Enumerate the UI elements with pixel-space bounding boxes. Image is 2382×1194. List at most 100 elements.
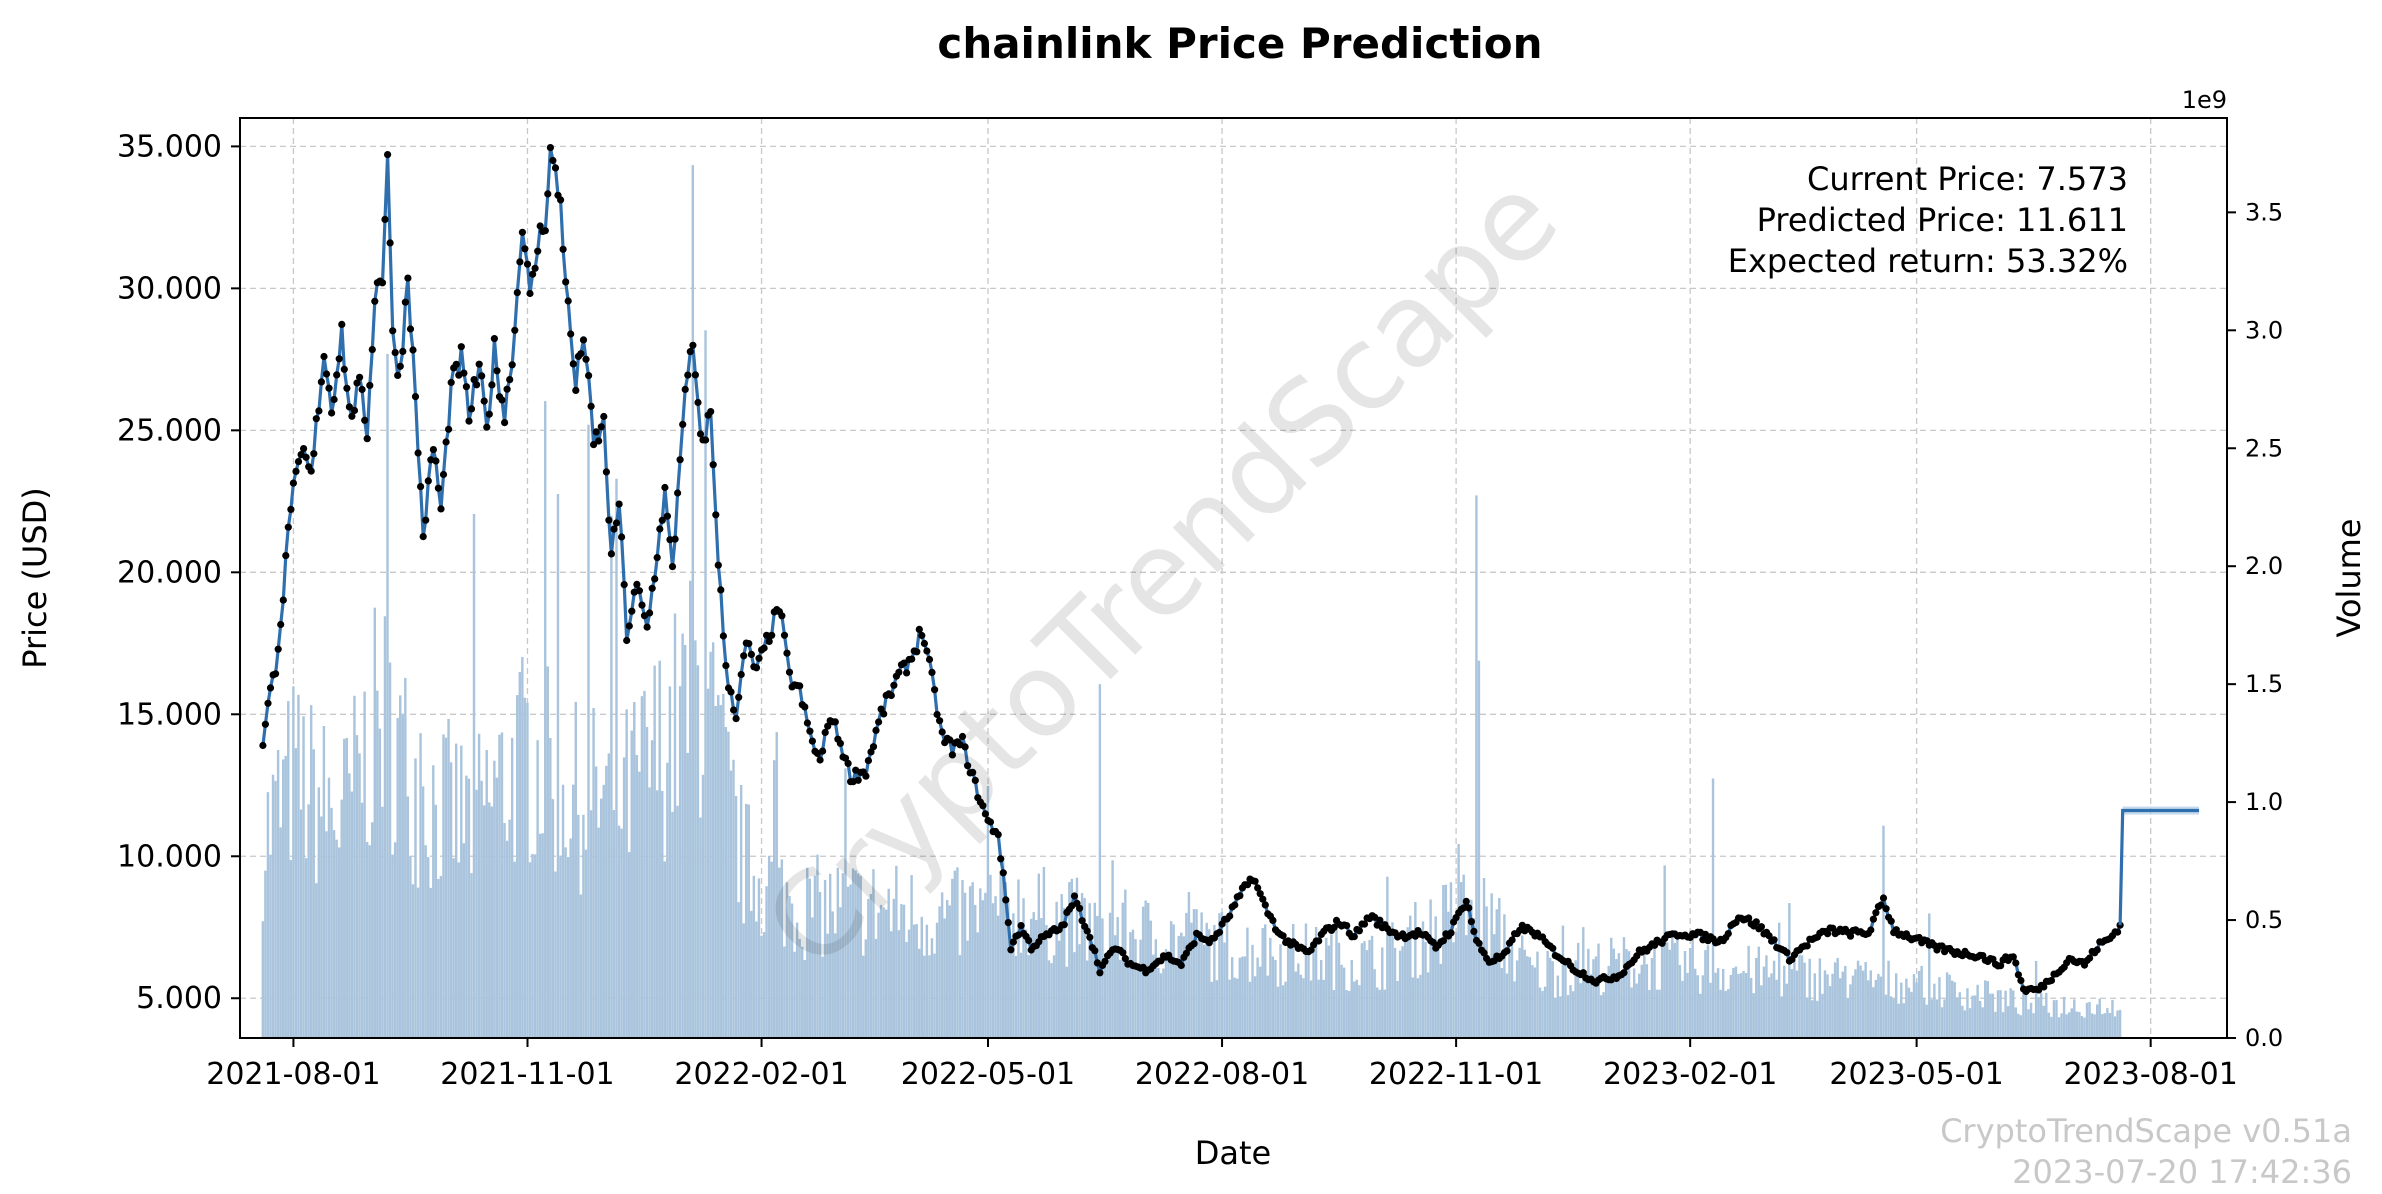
price-marker bbox=[875, 718, 883, 726]
chart-title: chainlink Price Prediction bbox=[937, 19, 1542, 68]
volume-bar bbox=[1383, 989, 1387, 1038]
price-marker bbox=[541, 227, 549, 235]
volume-bar bbox=[2019, 1015, 2023, 1038]
volume-bar bbox=[910, 875, 913, 1038]
volume-bar bbox=[1772, 960, 1776, 1038]
price-marker bbox=[460, 369, 468, 377]
volume-bar bbox=[1973, 995, 1977, 1038]
volume-bar bbox=[2085, 1002, 2089, 1038]
volume-bar bbox=[335, 839, 338, 1038]
volume-bar bbox=[956, 867, 959, 1038]
price-marker bbox=[628, 607, 636, 615]
volume-bar bbox=[2045, 992, 2048, 1038]
volume-bar bbox=[869, 893, 873, 1038]
volume-bar bbox=[274, 780, 277, 1038]
volume-bar bbox=[462, 843, 466, 1038]
price-marker bbox=[322, 370, 331, 378]
price-marker bbox=[948, 751, 957, 759]
price-marker bbox=[890, 681, 898, 689]
price-marker bbox=[895, 668, 903, 676]
volume-bar bbox=[569, 838, 572, 1038]
volume-bar bbox=[1510, 939, 1514, 1038]
volume-bar bbox=[1849, 984, 1852, 1038]
volume-bar bbox=[467, 778, 471, 1038]
volume-bar bbox=[439, 875, 443, 1038]
volume-bar bbox=[1515, 960, 1519, 1038]
y2-tick-label: 0.5 bbox=[2245, 906, 2283, 934]
volume-bar bbox=[406, 796, 410, 1038]
volume-bar bbox=[1470, 899, 1473, 1038]
price-marker bbox=[661, 483, 669, 492]
volume-bar bbox=[1604, 974, 1608, 1038]
price-marker bbox=[391, 349, 399, 357]
volume-bar bbox=[1314, 926, 1318, 1038]
y2-tick-label: 1.5 bbox=[2245, 670, 2283, 698]
volume-bar bbox=[1816, 1000, 1819, 1038]
price-marker bbox=[1350, 933, 1358, 941]
volume-bar bbox=[806, 867, 809, 1038]
volume-bar bbox=[1709, 982, 1712, 1038]
volume-bar bbox=[1281, 985, 1285, 1038]
volume-bar bbox=[2022, 990, 2025, 1038]
price-marker bbox=[1177, 961, 1185, 970]
price-marker bbox=[521, 245, 529, 253]
price-marker bbox=[709, 461, 717, 469]
volume-bar bbox=[1253, 976, 1257, 1038]
volume-bar bbox=[1205, 922, 1208, 1038]
volume-bar bbox=[480, 780, 483, 1038]
volume-bar bbox=[505, 840, 509, 1038]
volume-bar bbox=[1050, 963, 1053, 1038]
volume-bar bbox=[1968, 1008, 1972, 1038]
volume-bar bbox=[1365, 950, 1369, 1038]
volume-bar bbox=[541, 833, 544, 1038]
price-marker bbox=[315, 407, 323, 415]
volume-bar bbox=[1513, 981, 1516, 1038]
volume-bar bbox=[1233, 977, 1236, 1038]
price-marker bbox=[562, 278, 570, 286]
volume-bar bbox=[1032, 912, 1035, 1038]
volume-bar bbox=[1187, 892, 1191, 1038]
volume-bar bbox=[1831, 973, 1834, 1038]
volume-bar bbox=[419, 733, 422, 1038]
volume-bar bbox=[475, 789, 478, 1038]
volume-bar bbox=[1269, 937, 1272, 1038]
volume-bar bbox=[363, 691, 366, 1038]
price-marker bbox=[546, 144, 555, 152]
volume-bar bbox=[1892, 998, 1895, 1038]
volume-bar bbox=[490, 806, 494, 1038]
volume-bar bbox=[1040, 918, 1043, 1038]
price-marker bbox=[310, 450, 318, 458]
x-tick-label: 2023-05-01 bbox=[1829, 1057, 2003, 1092]
volume-bar bbox=[536, 740, 539, 1038]
price-marker bbox=[590, 441, 598, 449]
volume-bar bbox=[986, 786, 990, 1038]
volume-bar bbox=[1325, 937, 1328, 1038]
volume-bar bbox=[566, 857, 570, 1038]
x-tick-label: 2023-08-01 bbox=[2063, 1057, 2237, 1092]
volume-bar bbox=[811, 917, 814, 1038]
volume-bar bbox=[1589, 974, 1593, 1038]
price-marker bbox=[796, 682, 804, 690]
volume-bar bbox=[1587, 948, 1590, 1038]
volume-bar bbox=[1210, 981, 1214, 1038]
volume-bar bbox=[378, 728, 382, 1038]
volume-bar bbox=[1526, 956, 1529, 1038]
volume-bar bbox=[1052, 955, 1056, 1038]
volume-bar bbox=[1576, 942, 1580, 1038]
price-marker bbox=[986, 818, 995, 826]
price-marker bbox=[439, 470, 448, 479]
volume-bar bbox=[544, 401, 547, 1039]
volume-bar bbox=[633, 702, 636, 1038]
volume-bar bbox=[1630, 987, 1633, 1038]
volume-bar bbox=[610, 515, 613, 1038]
volume-bar bbox=[1391, 922, 1394, 1038]
price-marker bbox=[442, 438, 450, 446]
volume-bar bbox=[1480, 941, 1483, 1038]
volume-bar bbox=[999, 870, 1002, 1038]
volume-bar bbox=[2062, 996, 2066, 1038]
volume-bar bbox=[1757, 946, 1761, 1038]
price-marker bbox=[689, 341, 697, 349]
price-marker bbox=[913, 648, 921, 656]
price-marker bbox=[686, 348, 694, 356]
price-marker bbox=[712, 511, 720, 519]
